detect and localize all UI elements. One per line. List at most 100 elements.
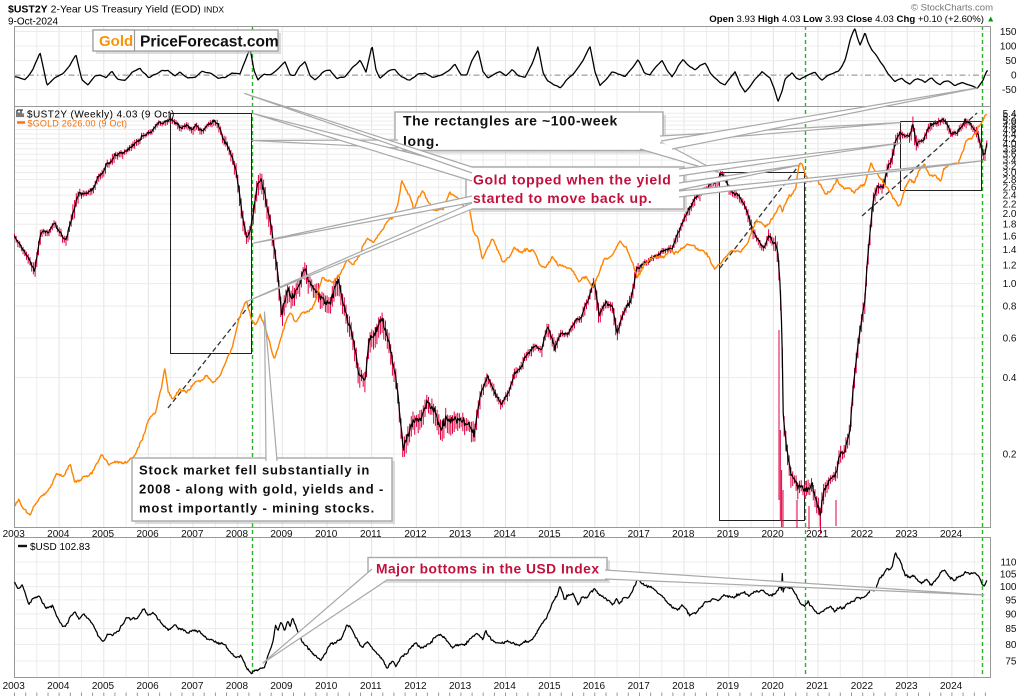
svg-text:2.0: 2.0 [1003, 209, 1017, 220]
svg-text:2014: 2014 [494, 681, 517, 692]
svg-text:3.2: 3.2 [1003, 162, 1017, 173]
svg-text:2004: 2004 [47, 529, 70, 540]
svg-text:2003: 2003 [3, 681, 26, 692]
svg-text:2010: 2010 [315, 529, 338, 540]
svg-text:2024: 2024 [940, 529, 963, 540]
svg-text:$GOLD 2626.00 (9 Oct): $GOLD 2626.00 (9 Oct) [28, 119, 128, 129]
svg-text:long.: long. [403, 133, 439, 149]
svg-text:2013: 2013 [449, 681, 472, 692]
svg-text:$UST2Y 2-Year US Treasury Yiel: $UST2Y 2-Year US Treasury Yield (EOD) IN… [8, 4, 224, 16]
svg-text:3.8: 3.8 [1003, 144, 1017, 155]
svg-text:2020: 2020 [761, 681, 784, 692]
svg-text:2006: 2006 [136, 529, 159, 540]
svg-text:100: 100 [1000, 582, 1017, 593]
svg-text:2015: 2015 [538, 529, 561, 540]
svg-text:5.4: 5.4 [1003, 109, 1017, 120]
svg-text:Open 3.93 High 4.03 Low 3.93 C: Open 3.93 High 4.03 Low 3.93 Close 4.03 … [709, 14, 984, 25]
svg-text:2009: 2009 [270, 681, 293, 692]
svg-text:2005: 2005 [92, 529, 115, 540]
svg-text:$USD 102.83: $USD 102.83 [30, 542, 90, 553]
svg-text:2004: 2004 [47, 681, 70, 692]
svg-text:3.6: 3.6 [1003, 150, 1017, 161]
svg-text:PriceForecast.com: PriceForecast.com [140, 34, 279, 51]
svg-text:4.2: 4.2 [1003, 134, 1017, 145]
svg-text:2006: 2006 [136, 681, 159, 692]
svg-text:2012: 2012 [404, 681, 427, 692]
svg-text:1.0: 1.0 [1003, 279, 1017, 290]
svg-text:2011: 2011 [360, 529, 382, 540]
svg-text:2019: 2019 [717, 529, 740, 540]
svg-text:2021: 2021 [806, 681, 829, 692]
svg-text:2.8: 2.8 [1003, 175, 1017, 186]
svg-text:2014: 2014 [494, 529, 517, 540]
svg-text:4.0: 4.0 [1003, 139, 1017, 150]
svg-text:0: 0 [1011, 71, 1017, 82]
svg-text:▲: ▲ [987, 14, 995, 24]
svg-text:$UST2Y (Weekly) 4.03 (9 Oct): $UST2Y (Weekly) 4.03 (9 Oct) [27, 110, 175, 121]
svg-text:Gold: Gold [99, 33, 133, 50]
svg-text:-50: -50 [1002, 85, 1017, 96]
svg-text:most importantly - mining stoc: most importantly - mining stocks. [139, 501, 375, 516]
svg-text:5.2: 5.2 [1003, 113, 1017, 124]
svg-text:2018: 2018 [672, 529, 695, 540]
svg-text:90: 90 [1005, 609, 1017, 620]
svg-text:1.4: 1.4 [1003, 245, 1017, 256]
svg-text:105: 105 [1000, 570, 1017, 581]
svg-text:5.0: 5.0 [1003, 117, 1017, 128]
svg-text:9-Oct-2024: 9-Oct-2024 [8, 17, 58, 28]
svg-text:2008: 2008 [226, 681, 249, 692]
svg-text:started to move back up.: started to move back up. [473, 190, 652, 206]
svg-text:95: 95 [1005, 595, 1017, 606]
svg-text:50: 50 [1005, 56, 1017, 67]
svg-text:2021: 2021 [806, 529, 829, 540]
svg-text:85: 85 [1005, 624, 1017, 635]
svg-text:2023: 2023 [895, 681, 918, 692]
svg-text:2012: 2012 [404, 529, 427, 540]
svg-text:0.2: 0.2 [1003, 450, 1017, 461]
svg-text:1.6: 1.6 [1003, 232, 1017, 243]
svg-text:2016: 2016 [583, 529, 606, 540]
svg-text:2.4: 2.4 [1003, 191, 1017, 202]
svg-text:2019: 2019 [717, 681, 740, 692]
svg-text:75: 75 [1005, 657, 1017, 668]
svg-text:2005: 2005 [92, 681, 115, 692]
svg-text:4.4: 4.4 [1003, 130, 1017, 141]
svg-text:100: 100 [1000, 42, 1017, 53]
svg-text:110: 110 [1001, 558, 1017, 569]
svg-text:2022: 2022 [851, 529, 874, 540]
svg-text:1.2: 1.2 [1003, 261, 1017, 272]
svg-text:0.4: 0.4 [1003, 373, 1017, 384]
svg-text:Gold topped when the yield: Gold topped when the yield [473, 172, 671, 188]
svg-text:2024: 2024 [940, 681, 963, 692]
svg-text:2003: 2003 [3, 529, 26, 540]
svg-text:2007: 2007 [181, 529, 204, 540]
svg-text:2023: 2023 [895, 529, 918, 540]
svg-text:2010: 2010 [315, 681, 338, 692]
svg-text:3.0: 3.0 [1003, 168, 1017, 179]
svg-text:2008: 2008 [226, 529, 249, 540]
svg-text:0.6: 0.6 [1003, 334, 1017, 345]
svg-text:© StockCharts.com: © StockCharts.com [911, 3, 993, 14]
svg-text:2017: 2017 [628, 529, 651, 540]
svg-text:3.4: 3.4 [1003, 156, 1017, 167]
svg-text:4.6: 4.6 [1003, 125, 1017, 136]
svg-text:2017: 2017 [628, 681, 651, 692]
svg-text:Major bottoms in the USD Index: Major bottoms in the USD Index [376, 562, 600, 577]
svg-text:2022: 2022 [851, 681, 874, 692]
svg-text:2015: 2015 [538, 681, 561, 692]
svg-text:2013: 2013 [449, 529, 472, 540]
svg-text:2018: 2018 [672, 681, 695, 692]
svg-text:The rectangles are ~100-week: The rectangles are ~100-week [403, 113, 618, 129]
svg-text:2009: 2009 [270, 529, 293, 540]
svg-text:150: 150 [1000, 27, 1017, 38]
svg-text:2.2: 2.2 [1003, 200, 1017, 211]
svg-text:80: 80 [1005, 640, 1017, 651]
svg-text:2011: 2011 [360, 681, 382, 692]
svg-text:Stock market fell substantiall: Stock market fell substantially in [139, 463, 370, 478]
svg-text:1.8: 1.8 [1003, 220, 1017, 231]
svg-text:0.8: 0.8 [1003, 302, 1017, 313]
svg-text:2020: 2020 [761, 529, 784, 540]
svg-text:2016: 2016 [583, 681, 606, 692]
svg-text:4.8: 4.8 [1003, 121, 1017, 132]
svg-text:2.6: 2.6 [1003, 183, 1017, 194]
